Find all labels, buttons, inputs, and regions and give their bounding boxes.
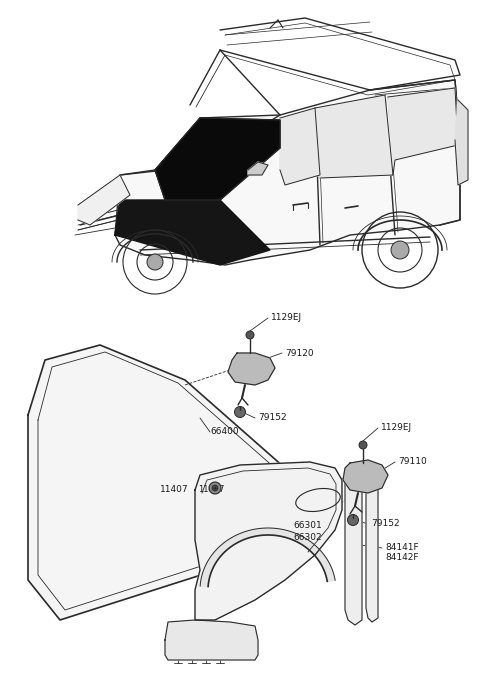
Circle shape <box>235 407 245 418</box>
Polygon shape <box>366 475 378 622</box>
Polygon shape <box>115 200 270 265</box>
Circle shape <box>348 515 359 525</box>
Circle shape <box>209 482 221 494</box>
Text: 66400: 66400 <box>210 428 239 437</box>
Polygon shape <box>28 345 310 620</box>
Text: 66302: 66302 <box>293 532 322 542</box>
Text: 11407: 11407 <box>198 485 224 494</box>
Text: 79110: 79110 <box>398 458 427 466</box>
Polygon shape <box>455 100 468 185</box>
Polygon shape <box>200 528 335 586</box>
Circle shape <box>391 241 409 259</box>
Polygon shape <box>195 462 342 620</box>
Text: 84141F: 84141F <box>385 544 419 553</box>
Text: 79152: 79152 <box>371 519 400 528</box>
Polygon shape <box>155 118 280 200</box>
Polygon shape <box>315 95 393 178</box>
Polygon shape <box>78 175 130 225</box>
Polygon shape <box>388 88 458 175</box>
Polygon shape <box>228 353 275 385</box>
Polygon shape <box>280 108 320 185</box>
Text: 79152: 79152 <box>258 414 287 422</box>
Circle shape <box>212 485 218 491</box>
Text: 79120: 79120 <box>285 348 313 357</box>
Circle shape <box>359 441 367 449</box>
Polygon shape <box>248 162 268 175</box>
Circle shape <box>246 331 254 339</box>
Text: 11407: 11407 <box>160 485 189 494</box>
Text: 1129EJ: 1129EJ <box>381 424 412 433</box>
Circle shape <box>147 254 163 270</box>
Polygon shape <box>343 460 388 493</box>
Polygon shape <box>345 468 362 625</box>
Text: 66301: 66301 <box>293 521 322 530</box>
Polygon shape <box>115 80 460 265</box>
Text: 1129EJ: 1129EJ <box>271 313 302 323</box>
Text: 84142F: 84142F <box>385 553 419 563</box>
Polygon shape <box>165 620 258 660</box>
